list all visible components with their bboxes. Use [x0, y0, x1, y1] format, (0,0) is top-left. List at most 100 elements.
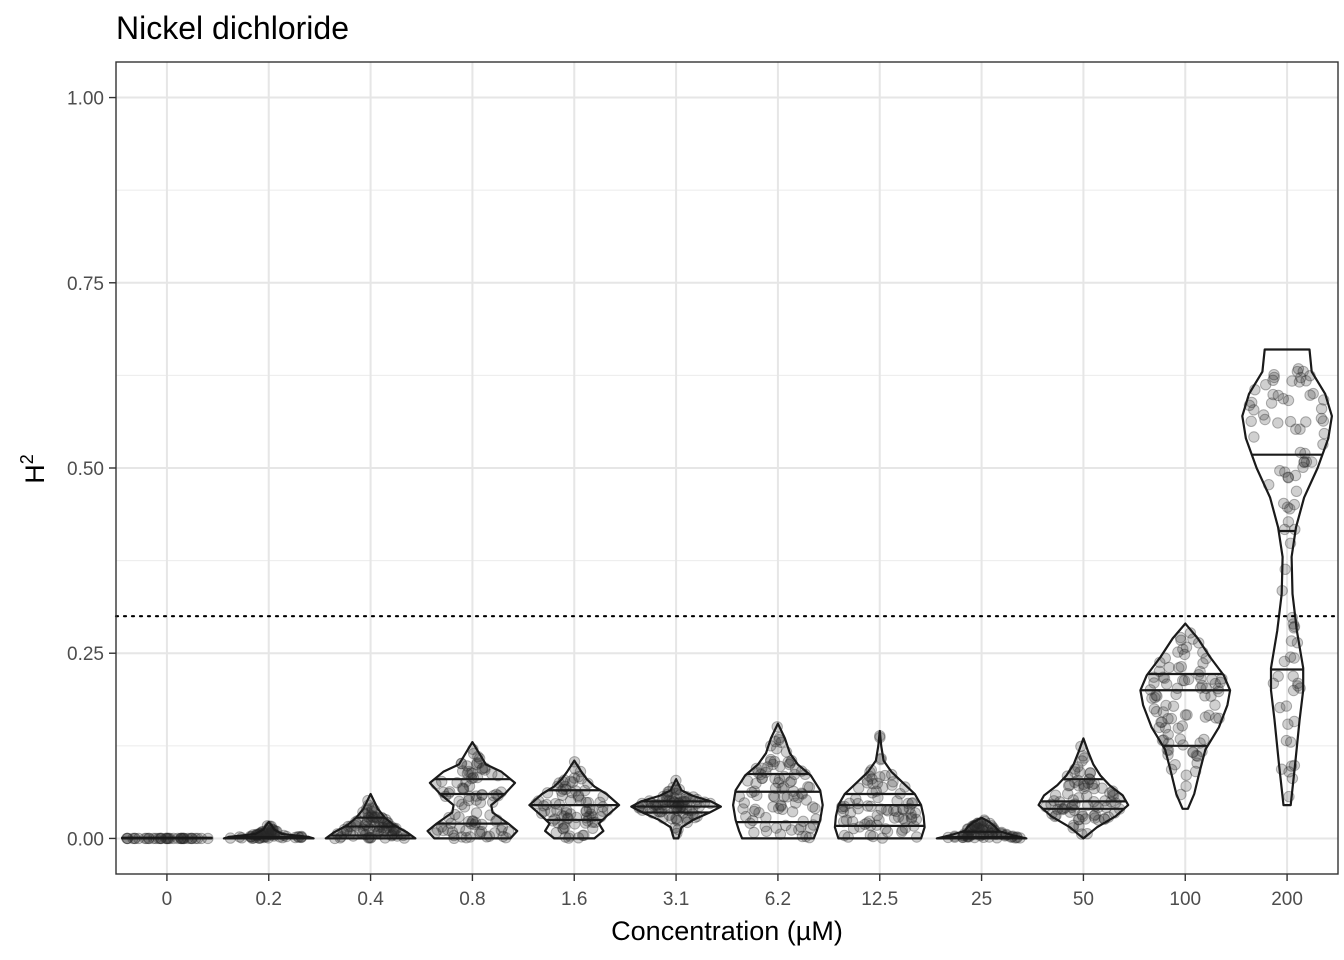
data-point	[671, 813, 683, 825]
data-point	[481, 831, 493, 843]
data-point	[1178, 648, 1191, 661]
data-point	[1190, 749, 1203, 762]
x-tick-label: 0.2	[256, 889, 282, 910]
data-point	[1304, 389, 1316, 401]
data-point	[463, 765, 475, 778]
data-point	[574, 794, 587, 806]
data-point	[1274, 465, 1286, 477]
data-point	[1156, 716, 1168, 728]
data-point	[1210, 712, 1222, 724]
data-point	[1191, 750, 1204, 762]
data-point	[587, 822, 599, 834]
data-point	[1081, 790, 1093, 802]
data-point	[1260, 379, 1272, 391]
data-point	[1277, 393, 1290, 405]
data-point	[753, 807, 765, 819]
x-tick-label: 25	[971, 889, 992, 910]
data-point	[580, 805, 593, 817]
data-point	[809, 802, 821, 815]
data-point	[875, 803, 887, 815]
data-point	[1282, 471, 1294, 483]
data-point	[1175, 661, 1188, 673]
data-point	[1287, 684, 1300, 697]
data-point	[1077, 810, 1089, 822]
data-point	[1084, 767, 1097, 779]
data-point	[461, 760, 473, 772]
data-point	[1295, 371, 1307, 384]
data-point	[899, 781, 911, 793]
y-axis-title-superscript: 2	[17, 454, 37, 464]
data-point	[850, 793, 862, 805]
data-point	[1160, 699, 1172, 712]
data-point	[796, 830, 809, 843]
data-point	[471, 758, 483, 771]
violin-outline	[1139, 622, 1232, 810]
data-point	[462, 794, 475, 807]
data-point	[785, 775, 798, 787]
data-point	[1257, 409, 1270, 421]
y-tick-label: 0.00	[67, 829, 104, 850]
data-point	[437, 824, 450, 837]
data-point	[1272, 417, 1284, 429]
data-point	[1148, 677, 1160, 689]
data-point	[1272, 670, 1284, 682]
data-point	[738, 797, 750, 809]
data-point	[1082, 777, 1094, 789]
data-point	[446, 826, 459, 838]
data-point	[1297, 461, 1309, 473]
data-point	[1307, 387, 1319, 400]
data-point	[572, 791, 585, 803]
data-point	[1104, 787, 1116, 799]
data-point	[1282, 718, 1294, 730]
data-point	[764, 755, 777, 768]
data-point	[1092, 801, 1104, 814]
data-point	[1274, 701, 1286, 714]
data-point	[431, 824, 444, 836]
data-point	[800, 794, 812, 806]
data-point	[1209, 677, 1222, 690]
data-point	[549, 798, 562, 810]
data-point	[344, 827, 356, 840]
data-point	[1248, 431, 1260, 443]
data-point	[1074, 766, 1086, 778]
data-point	[760, 825, 773, 837]
data-point	[1288, 620, 1301, 633]
data-point	[463, 780, 476, 792]
data-point	[866, 787, 878, 799]
data-point	[1162, 713, 1174, 725]
data-point	[842, 831, 854, 843]
y-axis-title-main: H	[20, 464, 50, 484]
data-point	[767, 758, 779, 771]
chart-title: Nickel dichloride	[116, 10, 349, 46]
data-point	[1182, 673, 1195, 686]
data-point	[1078, 780, 1091, 792]
data-point	[467, 772, 480, 784]
data-point	[844, 807, 857, 819]
data-point	[886, 768, 898, 781]
data-point	[775, 800, 787, 812]
data-point	[1279, 523, 1291, 536]
data-point	[1067, 794, 1080, 806]
data-point	[1268, 371, 1280, 384]
data-point	[861, 774, 873, 786]
data-point	[737, 803, 749, 815]
data-point	[902, 797, 914, 810]
data-point	[1181, 709, 1193, 721]
data-point	[1157, 706, 1169, 718]
minor-gridlines	[116, 189, 1338, 747]
data-point	[670, 787, 682, 800]
data-point	[871, 809, 883, 822]
data-point	[1172, 722, 1185, 734]
data-point	[769, 773, 781, 785]
data-point	[1288, 498, 1301, 511]
data-point	[1180, 769, 1193, 781]
data-point	[909, 807, 921, 819]
data-point	[977, 822, 989, 834]
data-point	[1197, 657, 1209, 669]
data-point	[1275, 763, 1288, 775]
data-point	[1291, 365, 1304, 378]
data-point	[1282, 472, 1295, 484]
data-point	[838, 800, 851, 813]
data-point	[476, 825, 488, 838]
data-point	[905, 813, 918, 825]
